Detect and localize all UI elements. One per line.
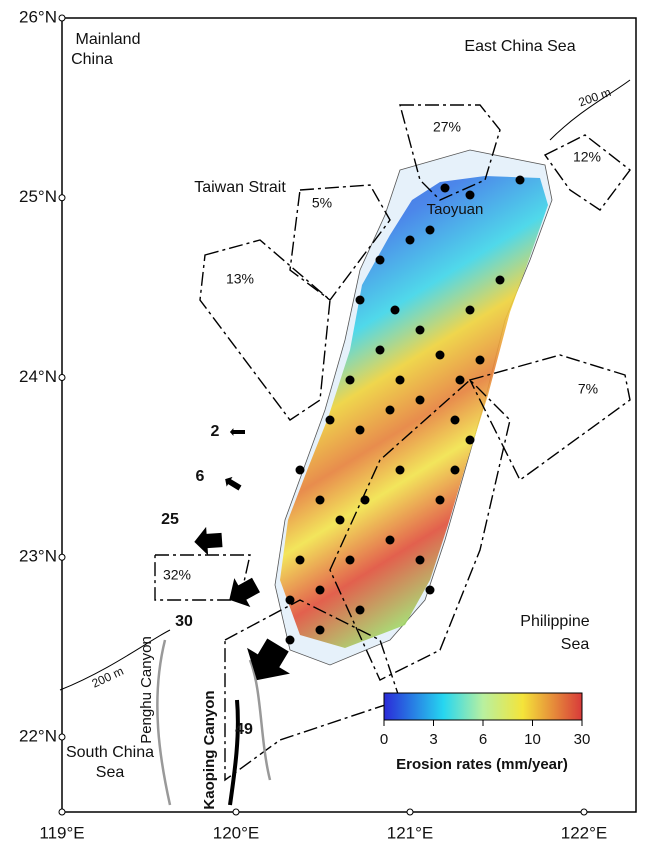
lat-tick-label: 24°N — [19, 367, 57, 386]
colorbar — [383, 692, 583, 721]
sediment-share: 12% — [573, 149, 601, 165]
colorbar-tick-label: 10 — [524, 731, 541, 748]
sample-site — [465, 435, 475, 445]
sample-site — [440, 183, 450, 193]
lon-tick — [232, 808, 240, 816]
lat-tick — [58, 374, 66, 381]
sediment-share: 27% — [433, 119, 461, 135]
sample-site — [355, 605, 365, 615]
lon-tick-label: 119°E — [39, 823, 84, 842]
lat-tick-label: 26°N — [19, 7, 57, 26]
lat-tick-label: 23°N — [19, 547, 57, 566]
sample-site — [360, 495, 370, 505]
sample-site — [435, 495, 445, 505]
lon-tick — [406, 808, 414, 816]
sample-site — [295, 465, 305, 475]
place-label: Sea — [96, 764, 125, 781]
lat-tick — [58, 14, 66, 22]
sample-site — [315, 625, 325, 635]
sample-site — [345, 375, 355, 385]
sample-site — [465, 190, 475, 200]
lat-tick — [58, 194, 66, 202]
isobath-line — [59, 79, 631, 691]
place-label: Taoyuan — [427, 201, 484, 218]
canyon-label: Kaoping Canyon — [201, 690, 218, 809]
lat-tick-label: 25°N — [19, 187, 57, 206]
place-label: South China — [66, 744, 154, 761]
sediment-share: 7% — [578, 381, 598, 397]
sample-site — [395, 465, 405, 475]
sample-site — [435, 350, 445, 360]
sample-site — [295, 555, 305, 565]
sample-site — [425, 585, 435, 595]
sample-site — [325, 415, 335, 425]
lon-tick-label: 122°E — [561, 823, 608, 842]
lon-tick-label: 120°E — [213, 823, 260, 842]
flux-label: 49 — [235, 721, 253, 738]
place-label: East China Sea — [464, 38, 575, 55]
flux-label: 25 — [161, 511, 179, 528]
sample-site — [375, 345, 385, 355]
canyon-line — [156, 639, 272, 806]
sample-site — [355, 425, 365, 435]
sample-site — [315, 495, 325, 505]
place-label: Philippine — [520, 613, 589, 630]
sample-site — [450, 465, 460, 475]
sample-site — [390, 305, 400, 315]
colorbar-tick-label: 30 — [574, 731, 591, 748]
colorbar-tick-label: 0 — [380, 731, 388, 748]
lat-tick — [58, 553, 66, 561]
sample-site — [285, 595, 295, 605]
place-label: Taiwan Strait — [194, 179, 286, 196]
sample-site — [385, 405, 395, 415]
place-label: Sea — [561, 636, 590, 653]
sample-site — [405, 235, 415, 245]
sample-site — [515, 175, 525, 185]
flux-arrow — [194, 526, 223, 556]
sediment-share: 13% — [226, 271, 254, 287]
sample-site — [415, 395, 425, 405]
place-label: Mainland — [76, 31, 141, 48]
lon-tick — [580, 808, 588, 816]
sample-site — [375, 255, 385, 265]
flux-label: 2 — [211, 423, 220, 440]
sample-site — [425, 225, 435, 235]
lon-tick — [58, 808, 66, 816]
colorbar-tick-label: 6 — [479, 731, 487, 748]
sample-site — [415, 555, 425, 565]
sample-site — [345, 555, 355, 565]
sample-site — [495, 275, 505, 285]
sample-site — [455, 375, 465, 385]
lat-tick-label: 22°N — [19, 726, 57, 745]
sample-site — [315, 585, 325, 595]
flux-label: 30 — [175, 613, 193, 630]
lat-tick — [58, 733, 66, 741]
flux-arrow — [225, 476, 242, 491]
erosion-surface — [280, 176, 548, 648]
sample-site — [415, 325, 425, 335]
canyon-label: Penghu Canyon — [138, 636, 155, 744]
kaoping-canyon-line — [228, 699, 240, 806]
sample-site — [285, 635, 295, 645]
sample-site — [465, 305, 475, 315]
place-label: China — [71, 51, 113, 68]
sample-site — [475, 355, 485, 365]
sample-site — [450, 415, 460, 425]
flux-arrow — [229, 577, 260, 608]
flux-arrow — [247, 638, 290, 681]
sediment-share: 32% — [163, 567, 191, 583]
colorbar-tick-label: 3 — [429, 731, 437, 748]
sediment-share: 5% — [312, 195, 332, 211]
sample-site — [335, 515, 345, 525]
sample-site — [395, 375, 405, 385]
flux-label: 6 — [196, 468, 205, 485]
lon-tick-label: 121°E — [387, 823, 434, 842]
legend-title: Erosion rates (mm/year) — [396, 756, 568, 773]
sample-site — [385, 535, 395, 545]
sample-site — [355, 295, 365, 305]
